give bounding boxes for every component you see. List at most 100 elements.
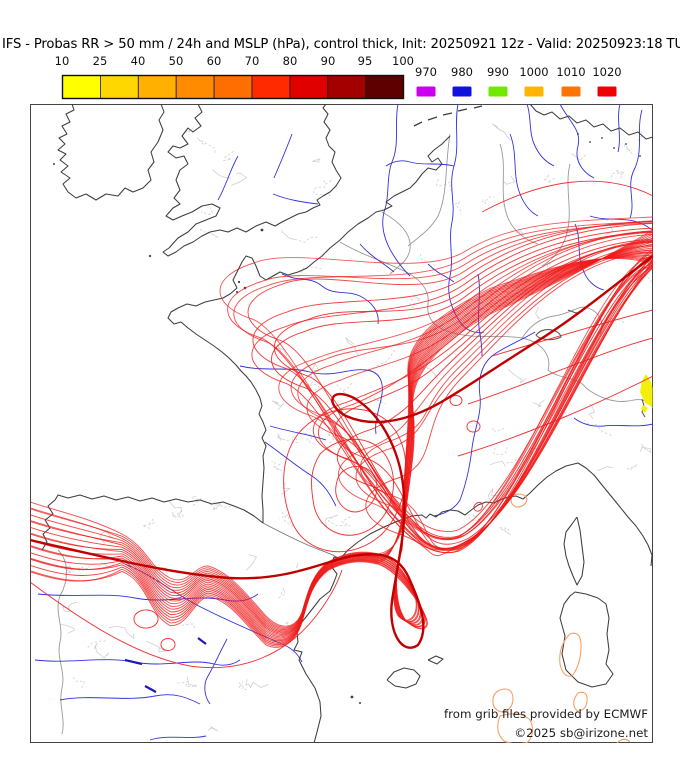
mslp-swatch-1000	[524, 86, 544, 97]
admin-boundary	[544, 174, 558, 184]
channel-island	[237, 280, 241, 284]
admin-boundary	[454, 201, 462, 215]
mslp-isobar-contour	[616, 738, 631, 743]
probability-contour	[334, 241, 653, 545]
coast-great-britain	[162, 104, 342, 257]
border-nl-de	[407, 133, 451, 247]
river-po	[573, 417, 653, 427]
reservoir	[124, 658, 143, 666]
admin-boundary	[482, 196, 495, 204]
admin-boundary	[222, 150, 234, 162]
border-de-internal	[499, 143, 539, 245]
admin-boundary	[313, 186, 332, 198]
admin-boundary	[504, 457, 526, 474]
river-ebro	[124, 563, 303, 663]
mslp-swatch-990	[488, 86, 508, 97]
admin-boundary	[197, 137, 216, 153]
river-mosel	[427, 263, 455, 283]
probability-contour	[133, 609, 159, 629]
colorbar-seg-25-40	[100, 75, 139, 99]
admin-boundary	[491, 428, 505, 433]
islet	[601, 137, 603, 139]
admin-boundary	[277, 587, 286, 600]
border-nl-be	[381, 211, 411, 275]
admin-boundary	[326, 433, 344, 444]
admin-boundary	[466, 512, 485, 523]
admin-boundary	[72, 677, 85, 689]
admin-boundary	[345, 337, 359, 356]
admin-boundary	[279, 511, 294, 528]
mslp-label-970: 970	[415, 65, 437, 79]
admin-boundary	[327, 515, 351, 527]
admin-boundary	[535, 307, 540, 320]
reservoir	[197, 637, 207, 645]
admin-boundary	[295, 266, 322, 282]
probability-contour	[30, 254, 653, 643]
admin-boundary	[271, 400, 284, 410]
isle-of-wight	[260, 228, 264, 232]
admin-boundary	[490, 461, 506, 467]
reservoirs-layer	[124, 637, 207, 693]
admin-boundary	[186, 676, 197, 687]
probas-tick-60: 60	[206, 54, 222, 68]
colorbar-seg-95-100	[365, 75, 405, 99]
probas-tick-70: 70	[244, 54, 260, 68]
river-tajo	[34, 659, 241, 666]
coast-german-bight	[529, 104, 653, 140]
mslp-label-1000: 1000	[519, 65, 549, 79]
credit-irizone: ©2025 sb@irizone.net	[514, 726, 648, 740]
islet	[625, 143, 627, 145]
admin-boundary	[60, 624, 75, 634]
colorbar-seg-60-70	[213, 75, 253, 99]
mslp-1000-color	[524, 86, 544, 97]
river-oise	[359, 243, 395, 273]
admin-boundary	[200, 228, 219, 239]
probability-contour	[30, 255, 653, 644]
admin-boundary	[230, 172, 248, 186]
admin-boundary	[87, 640, 108, 648]
mslp-swatch-980	[452, 86, 472, 97]
probability-fill-10-25	[640, 374, 653, 407]
probas-tick-40: 40	[130, 54, 146, 68]
river-weser	[526, 104, 555, 167]
mslp-isobar-contour	[510, 493, 528, 508]
control-thick-layer	[30, 255, 653, 649]
probability-contour	[457, 375, 653, 457]
mslp-isobar-contour	[497, 713, 534, 743]
river-inn	[629, 109, 643, 219]
mslp-label-1010: 1010	[556, 65, 586, 79]
river-trent	[273, 133, 293, 179]
admin-boundary	[186, 127, 196, 133]
admin-boundary	[93, 642, 110, 659]
coast-north-spain	[41, 494, 264, 551]
admin-boundary	[191, 495, 203, 507]
irish-islet	[53, 163, 55, 165]
control-thick-contour	[30, 255, 653, 649]
probability-contour	[365, 251, 653, 556]
probability-contour	[481, 180, 653, 213]
border-fr-es	[262, 522, 341, 560]
mslp-isobar-contour	[573, 691, 588, 712]
admin-boundary	[181, 623, 197, 631]
coast-continental-north	[167, 135, 451, 523]
border-fr-be-de	[339, 241, 653, 409]
admin-boundary	[286, 436, 299, 444]
mslp-orange-isobars-layer	[492, 493, 631, 743]
admin-boundary	[319, 514, 339, 528]
mslp-1020-color	[597, 86, 617, 97]
probability-contour	[467, 337, 653, 405]
probability-contour	[30, 569, 343, 669]
admin-boundary	[493, 447, 508, 456]
probability-fill-layer	[640, 374, 653, 413]
mslp-isobar-contour	[559, 632, 582, 677]
coast-ireland	[57, 104, 165, 201]
probability-contour	[247, 221, 653, 533]
probas-tick-80: 80	[282, 54, 298, 68]
colorbar-seg-50-60	[175, 75, 215, 99]
probability-contours-extra-layer	[30, 180, 653, 669]
admin-boundary	[597, 466, 614, 471]
river-guadiana	[59, 694, 201, 705]
credit-ecmwf: from grib files provided by ECMWF	[444, 707, 648, 721]
probability-fill-10-25	[641, 405, 648, 413]
